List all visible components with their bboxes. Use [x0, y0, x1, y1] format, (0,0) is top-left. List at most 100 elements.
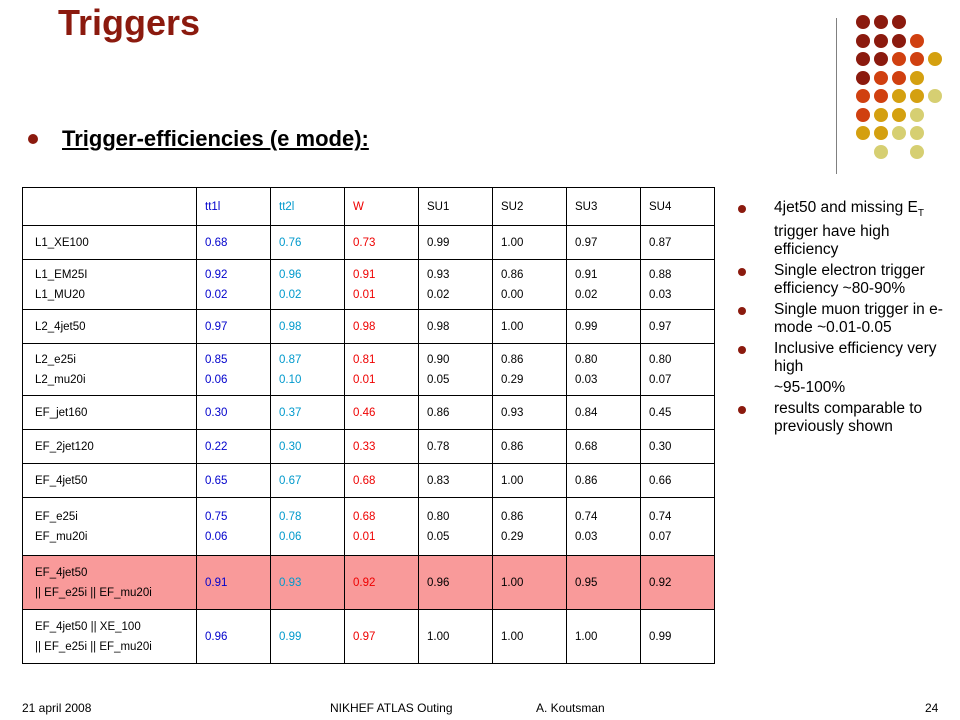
column-header: tt1l — [196, 187, 271, 226]
decorative-dot — [856, 52, 870, 66]
value-cell: 0.45 — [640, 395, 715, 430]
value: 0.06 — [205, 373, 228, 386]
footer-date: 21 april 2008 — [22, 701, 92, 715]
value-cell: 0.74 0.07 — [640, 497, 715, 556]
value: 0.99 — [649, 630, 672, 643]
row-label: L1_XE100 — [22, 225, 197, 260]
value: 0.65 — [205, 474, 228, 487]
row-label: EF_jet160 — [22, 395, 197, 430]
value: 0.29 — [501, 530, 524, 543]
value: 0.90 — [427, 353, 450, 366]
row-label-line: L1_EM25I — [35, 268, 88, 281]
value: 1.00 — [501, 236, 524, 249]
bullet-text: Single muon trigger in e-mode ~0.01-0.05 — [774, 301, 943, 337]
decorative-dot — [892, 15, 906, 29]
decorative-dot — [910, 70, 924, 85]
section-heading: Trigger-efficiencies (e mode): — [62, 126, 369, 151]
value: 0.86 — [501, 440, 524, 453]
decorative-dot — [910, 33, 924, 48]
value-cell: 0.30 — [270, 429, 345, 464]
value-cell: 0.33 — [344, 429, 419, 464]
value: 0.33 — [353, 440, 376, 453]
value: 0.80 — [575, 353, 598, 366]
value: 0.93 — [501, 406, 524, 419]
value: 0.93 — [279, 576, 302, 589]
value: 0.74 — [649, 510, 672, 523]
value: 0.22 — [205, 440, 228, 453]
value-cell: 0.84 — [566, 395, 641, 430]
value: 0.29 — [501, 373, 524, 386]
slide-title: Triggers — [58, 2, 201, 43]
bullet-continuation: ~95-100% — [774, 379, 846, 397]
value: 0.07 — [649, 530, 672, 543]
value-cell: 0.86 0.29 — [492, 497, 567, 556]
value-cell: 0.68 — [196, 225, 271, 260]
value-cell: 0.68 0.01 — [344, 497, 419, 556]
column-header: SU4 — [640, 187, 715, 226]
decorative-dot — [910, 126, 924, 140]
table-row: L2_4jet50 0.97 0.98 0.98 0.98 1.00 0.99 0.97 — [22, 309, 715, 344]
value-cell: 0.98 — [418, 309, 493, 344]
value: 0.10 — [279, 373, 302, 386]
decorative-dot — [856, 89, 870, 103]
value: 0.97 — [353, 630, 376, 643]
decorative-dot — [892, 107, 906, 122]
value-cell: 0.73 — [344, 225, 419, 260]
value: 0.96 — [279, 268, 302, 281]
value-cell: 0.87 0.10 — [270, 343, 345, 396]
column-header: SU2 — [492, 187, 567, 226]
row-label: EF_4jet50 || EF_e25i || EF_mu20i — [22, 555, 197, 610]
row-label-line: EF_4jet50 || XE_100 — [35, 620, 141, 633]
value: 0.92 — [353, 576, 376, 589]
value: 0.30 — [649, 440, 672, 453]
row-label-line: EF_2jet120 — [35, 440, 94, 453]
value-cell: 0.97 — [196, 309, 271, 344]
column-header — [22, 187, 197, 226]
summary-bullet: Inclusive efficiency very high — [736, 340, 958, 376]
value: 0.78 — [279, 510, 302, 523]
summary-bullet: 4jet50 and missing ET trigger have high … — [736, 199, 958, 259]
value: 0.45 — [649, 406, 672, 419]
value: 0.97 — [649, 320, 672, 333]
value-cell: 0.78 0.06 — [270, 497, 345, 556]
row-label: EF_2jet120 — [22, 429, 197, 464]
value-cell: 0.91 — [196, 555, 271, 610]
value: 0.83 — [427, 474, 450, 487]
value-cell: 0.37 — [270, 395, 345, 430]
table-row: EF_4jet50 || EF_e25i || EF_mu20i 0.91 0.93 0… — [22, 555, 715, 610]
value-cell: 0.30 — [640, 429, 715, 464]
value: 1.00 — [501, 630, 524, 643]
value-cell: 0.86 0.29 — [492, 343, 567, 396]
table-row: EF_e25i EF_mu20i 0.75 0.06 0.78 0.06 0.68 0.01 0… — [22, 497, 715, 556]
bullet-icon — [738, 406, 746, 415]
summary-bullet: results comparable to previously shown — [736, 400, 958, 436]
value-cell: 0.86 — [418, 395, 493, 430]
value: 0.98 — [427, 320, 450, 333]
decorative-dot — [874, 15, 888, 29]
value-cell: 0.87 — [640, 225, 715, 260]
value-cell: 0.96 0.02 — [270, 259, 345, 310]
bullet-icon — [738, 307, 746, 316]
value: 1.00 — [501, 576, 524, 589]
decorative-dot — [910, 52, 924, 66]
decorative-dot — [892, 89, 906, 103]
decorative-dot — [874, 126, 888, 140]
value: 0.06 — [279, 530, 302, 543]
value-cell: 0.93 0.02 — [418, 259, 493, 310]
bullet-text: Inclusive efficiency very high — [774, 340, 937, 376]
decorative-dot — [856, 15, 870, 29]
value: 0.91 — [353, 268, 376, 281]
value-cell: 0.30 — [196, 395, 271, 430]
row-label-line: EF_e25i — [35, 510, 78, 523]
value-cell: 0.65 — [196, 463, 271, 498]
subscript: T — [917, 208, 924, 220]
bullet-icon — [738, 346, 746, 355]
row-label-line: L2_4jet50 — [35, 320, 86, 333]
value: 0.68 — [575, 440, 598, 453]
value-cell: 0.86 — [492, 429, 567, 464]
value-cell: 1.00 — [492, 555, 567, 610]
value: 0.84 — [575, 406, 598, 419]
decorative-dot — [910, 144, 924, 159]
value-cell: 1.00 — [566, 609, 641, 664]
summary-list: 4jet50 and missing ET trigger have high … — [736, 199, 958, 439]
